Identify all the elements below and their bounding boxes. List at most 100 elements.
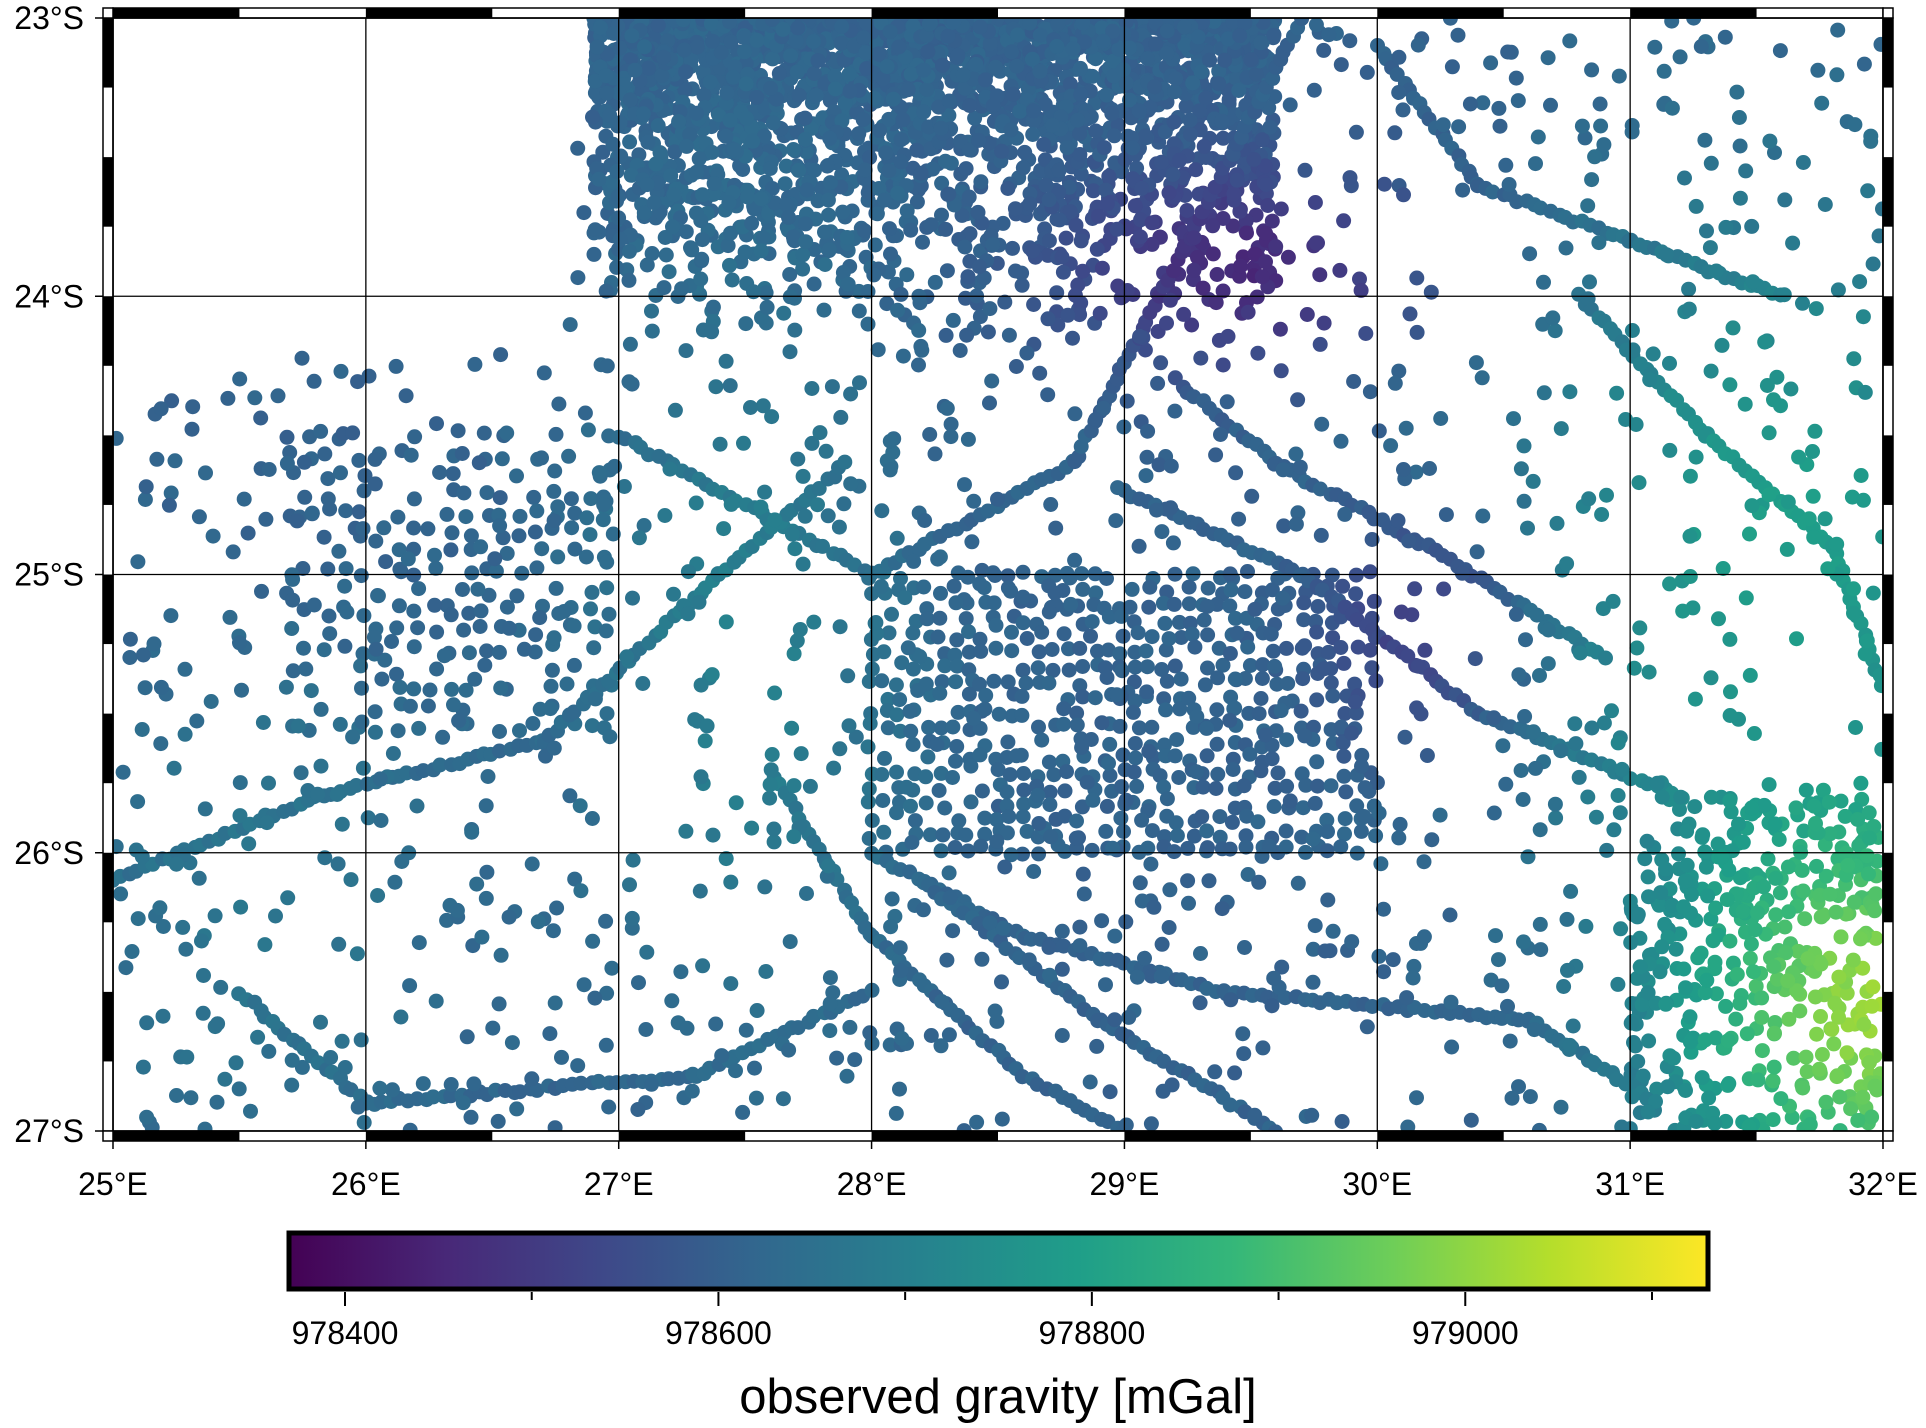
station-point [764, 409, 780, 425]
station-point [1826, 1036, 1842, 1052]
station-point [1073, 233, 1089, 249]
station-point [871, 181, 887, 196]
station-point [1149, 502, 1165, 518]
station-point [1347, 676, 1363, 692]
station-point [1167, 658, 1183, 674]
station-point [1748, 978, 1764, 994]
station-point [739, 110, 754, 126]
station-point [1829, 67, 1845, 83]
station-point [1074, 566, 1089, 582]
station-point [320, 561, 336, 577]
station-point [1052, 212, 1067, 228]
station-point [875, 793, 891, 808]
station-point [762, 790, 778, 806]
station-point [1088, 51, 1104, 67]
station-point [719, 85, 735, 101]
station-point [1278, 823, 1294, 839]
station-point [331, 543, 347, 559]
station-point [893, 286, 909, 302]
station-point [1003, 847, 1019, 863]
station-point [1050, 18, 1066, 32]
station-point [1296, 595, 1312, 611]
station-point [1436, 581, 1452, 597]
station-point [1298, 777, 1314, 793]
station-point [349, 946, 365, 962]
station-point [977, 810, 993, 826]
station-point [1610, 976, 1626, 992]
station-point [1010, 27, 1026, 43]
station-point [871, 46, 887, 62]
station-point [950, 47, 966, 63]
station-point [1781, 1011, 1797, 1027]
station-point [1350, 639, 1366, 655]
station-point [977, 72, 993, 88]
station-point [1090, 643, 1105, 659]
station-point [463, 1109, 479, 1125]
station-point [1167, 748, 1183, 764]
station-point [1795, 1080, 1811, 1096]
station-point [960, 843, 976, 859]
station-point [1114, 779, 1129, 795]
station-point [122, 631, 138, 647]
station-point [943, 416, 959, 432]
station-point [1253, 35, 1269, 51]
station-point [512, 508, 528, 524]
station-point [1221, 92, 1237, 108]
station-point [1061, 641, 1076, 657]
station-point [1325, 688, 1341, 704]
station-point [1735, 834, 1751, 850]
station-point [977, 826, 993, 842]
station-point [1681, 281, 1697, 297]
station-point [499, 545, 515, 561]
station-point [197, 801, 213, 817]
station-point [1079, 774, 1095, 790]
station-point [961, 644, 977, 660]
station-point [1679, 857, 1695, 873]
station-point [1807, 423, 1823, 439]
station-point [1075, 659, 1091, 674]
station-point [782, 934, 798, 950]
station-point [293, 765, 309, 781]
station-point [1629, 909, 1645, 925]
station-point [1025, 243, 1041, 259]
station-point [1676, 961, 1692, 977]
station-point [1159, 315, 1174, 331]
station-point [1768, 870, 1784, 886]
station-point [892, 723, 908, 739]
station-point [1491, 100, 1507, 116]
station-point [932, 685, 948, 701]
station-point [1040, 311, 1056, 327]
station-point [1198, 90, 1214, 106]
station-point [1153, 154, 1169, 170]
station-point [1280, 676, 1296, 691]
station-point [1240, 639, 1256, 655]
station-point [1070, 112, 1086, 128]
station-point [330, 856, 346, 872]
station-point [787, 322, 803, 338]
station-point [598, 623, 614, 639]
station-point [1247, 246, 1263, 262]
station-point [775, 21, 791, 37]
station-point [1018, 675, 1034, 691]
station-point [1278, 640, 1294, 656]
station-point [1073, 166, 1089, 182]
station-point [443, 1077, 459, 1092]
station-point [402, 698, 418, 714]
station-point [785, 142, 801, 157]
station-point [1491, 952, 1506, 968]
station-point [1075, 866, 1091, 882]
station-point [937, 658, 953, 674]
station-point [406, 639, 422, 655]
station-point [472, 619, 488, 634]
station-point [718, 128, 734, 144]
station-point [1147, 79, 1163, 95]
station-point [130, 911, 146, 927]
station-point [1533, 942, 1549, 958]
station-point [1158, 642, 1174, 658]
station-point [1333, 640, 1349, 655]
station-point [1654, 789, 1670, 805]
station-point [1580, 789, 1596, 805]
station-point [1166, 114, 1182, 130]
station-point [577, 405, 593, 421]
station-point [1118, 75, 1134, 91]
